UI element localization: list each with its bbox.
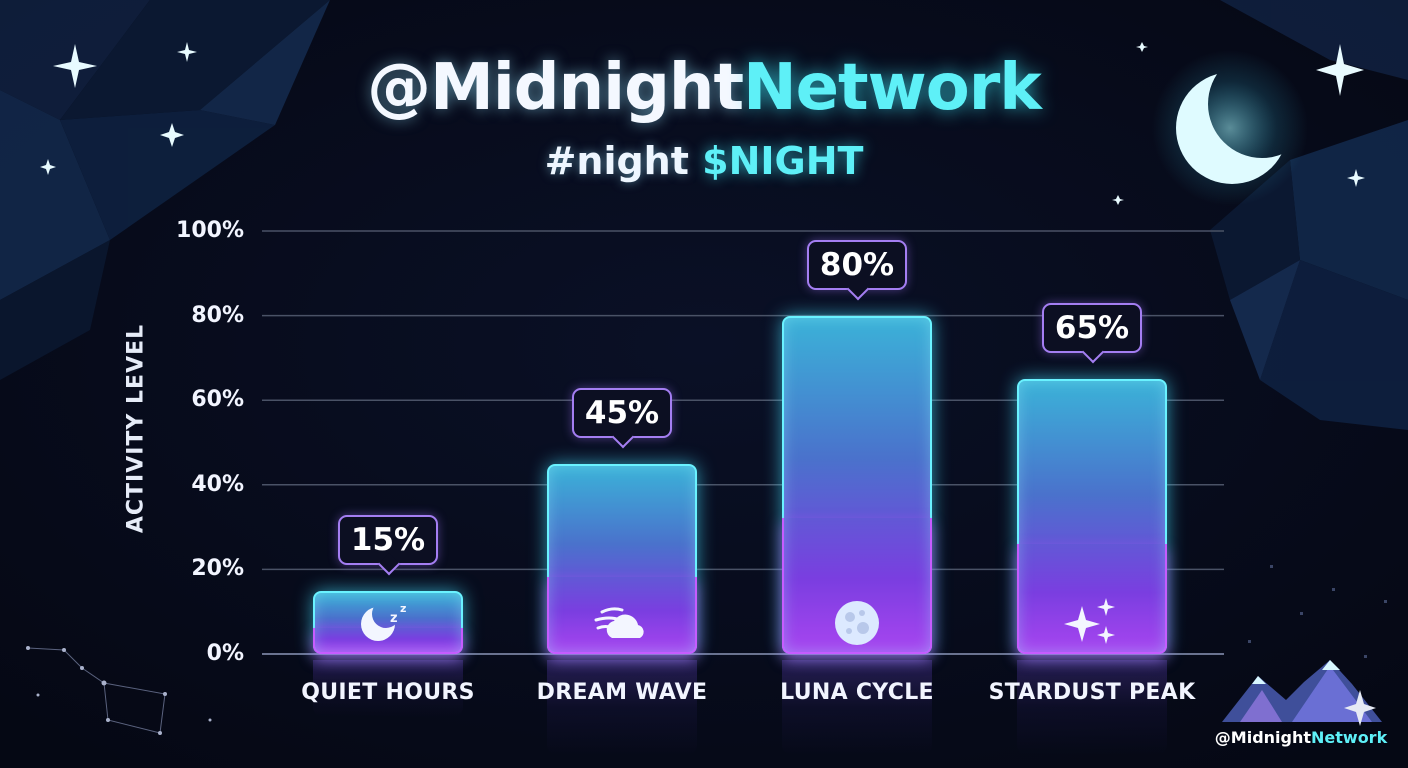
title-prefix: @Midnight <box>367 51 744 125</box>
page-title: @MidnightNetwork <box>0 48 1408 128</box>
y-tick-label: 100% <box>176 218 244 243</box>
wind-cloud-icon <box>594 598 650 648</box>
data-label-text: 45% <box>584 394 660 431</box>
y-tick-label: 20% <box>191 556 244 582</box>
data-label: 80% <box>807 239 907 290</box>
y-axis-label: ACTIVITY LEVEL <box>123 323 149 534</box>
bar <box>782 315 932 655</box>
sparkles-icon <box>1064 598 1120 648</box>
sparkle-stars <box>40 42 1365 205</box>
x-tick-label: STARDUST PEAK <box>988 680 1196 705</box>
data-label-text: 80% <box>819 246 895 283</box>
y-tick-label: 0% <box>206 641 244 666</box>
watermark-prefix: @Midnight <box>1214 728 1312 747</box>
data-label: 65% <box>1042 303 1142 354</box>
data-label: 15% <box>338 514 438 565</box>
svg-text:z: z <box>390 611 398 626</box>
title-accent: Network <box>743 51 1042 125</box>
mountain-logo <box>1222 660 1382 726</box>
data-label-text: 65% <box>1054 310 1130 347</box>
crescent-moon <box>1152 50 1308 206</box>
x-tick-label: LUNA CYCLE <box>780 680 934 705</box>
data-label: 45% <box>572 387 672 438</box>
data-label-text: 15% <box>350 521 426 558</box>
x-tick-label: QUIET HOURS <box>301 680 475 705</box>
subtitle-prefix: #night <box>544 139 689 183</box>
constellation <box>27 647 166 734</box>
y-tick-label: 60% <box>191 387 244 413</box>
subtitle-accent: $NIGHT <box>702 139 864 183</box>
right-polygons <box>1210 0 1408 430</box>
bar-reflection <box>1017 660 1167 755</box>
svg-text:z: z <box>400 602 406 615</box>
full-moon-icon <box>829 598 885 648</box>
watermark-accent: Network <box>1311 728 1388 747</box>
bar-reflection <box>313 660 463 718</box>
y-tick-label: 80% <box>191 302 244 328</box>
bar-reflection <box>782 660 932 755</box>
subtitle: #night $NIGHT <box>0 136 1408 186</box>
x-tick-label: DREAM WAVE <box>536 680 708 705</box>
y-tick-label: 40% <box>191 471 244 497</box>
bar-reflection <box>547 660 697 755</box>
watermark: @MidnightNetwork <box>1206 728 1396 747</box>
bar <box>1017 379 1167 654</box>
